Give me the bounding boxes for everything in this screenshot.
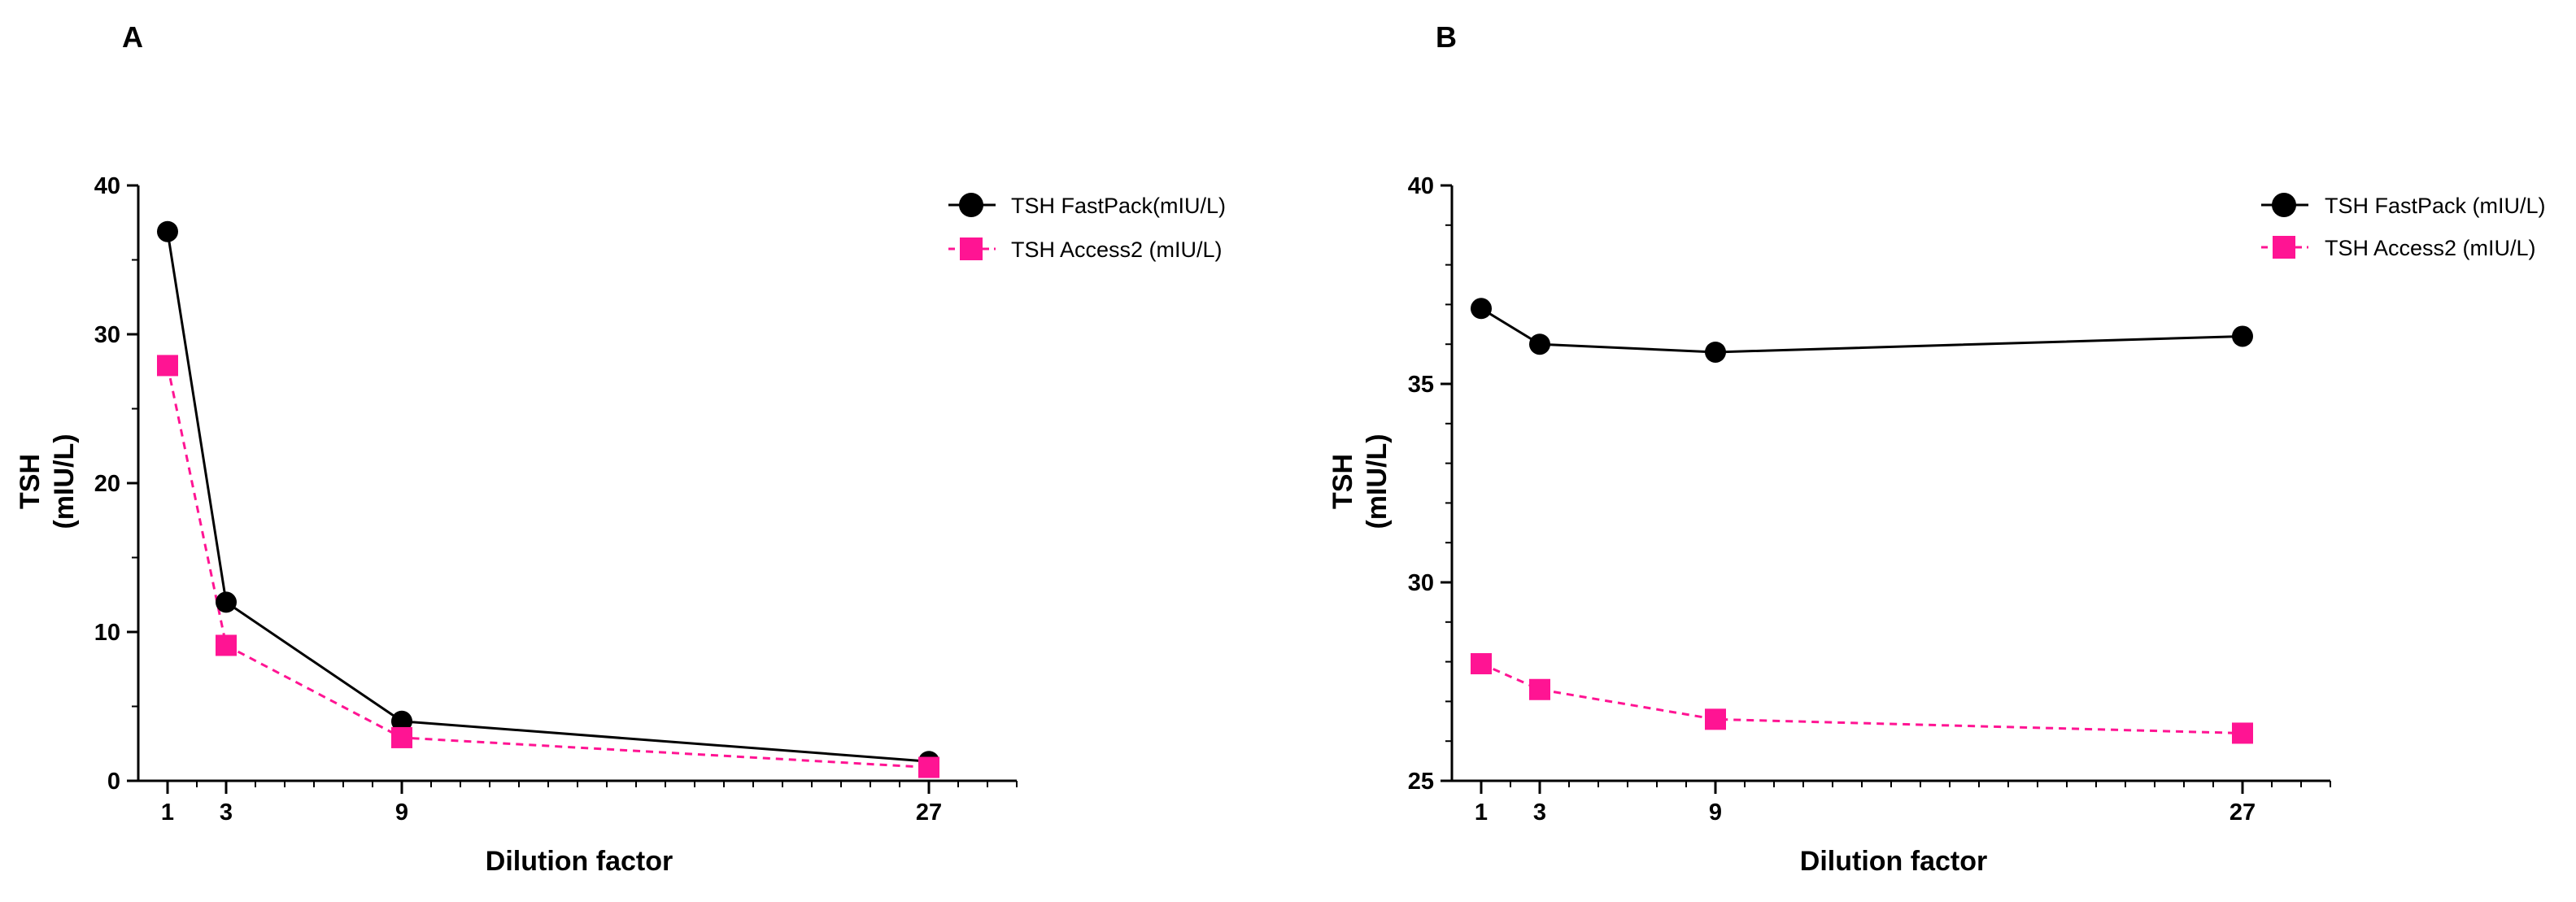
- legend-b-access2-label: TSH Access2 (mIU/L): [2325, 236, 2536, 260]
- legend-a-fastpack-label: TSH FastPack(mIU/L): [1011, 194, 1226, 218]
- series-line-a-fastpack: [166, 231, 930, 763]
- x-tick-label-b: 27: [2229, 800, 2256, 826]
- legend-b: TSH FastPack (mIU/L) TSH Access2 (mIU/L): [2261, 193, 2546, 260]
- legend-a-access2-square-icon: [960, 237, 983, 260]
- panel-label-a: A: [122, 20, 143, 54]
- data-point-a-access2: [391, 726, 412, 748]
- chart-panel-b: B TSH (mIU/L) Dilution factor 25 30 35 40 1 3…: [1327, 20, 2546, 877]
- data-point-a-access2: [157, 355, 178, 377]
- data-point-a-access2: [216, 634, 237, 656]
- data-point-a-access2: [918, 756, 939, 778]
- x-tick-label-a: 27: [916, 800, 942, 826]
- series-line-b-fastpack: [1480, 307, 2243, 354]
- data-point-b-fastpack: [2232, 325, 2253, 347]
- x-tick-label-a: 1: [161, 800, 174, 826]
- legend-b-fastpack-circle-icon: [2272, 193, 2296, 217]
- x-tick-label-a: 9: [395, 800, 408, 826]
- legend-b-fastpack-label: TSH FastPack (mIU/L): [2325, 194, 2546, 218]
- data-point-a-fastpack: [157, 220, 178, 242]
- y-axis-title-a-line2: (mIU/L): [49, 434, 80, 529]
- y-tick-label-a: 0: [107, 769, 120, 795]
- x-tick-label-b: 1: [1475, 800, 1488, 826]
- legend-a-fastpack-circle-icon: [959, 193, 983, 217]
- y-tick-label-b: 35: [1408, 372, 1434, 398]
- x-tick-label-b: 3: [1533, 800, 1546, 826]
- legend-a-access2-label: TSH Access2 (mIU/L): [1011, 237, 1223, 262]
- chart-panel-a: A TSH (mIU/L) Dilution factor 0 10 20 30 40 1…: [15, 20, 1226, 877]
- y-tick-label-a: 10: [94, 620, 120, 646]
- y-tick-label-b: 30: [1408, 570, 1434, 596]
- data-point-a-fastpack: [216, 591, 237, 613]
- y-tick-label-b: 40: [1408, 173, 1434, 199]
- panel-label-b: B: [1436, 20, 1457, 54]
- y-tick-label-a: 40: [94, 173, 120, 199]
- legend-b-access2-square-icon: [2273, 236, 2295, 259]
- x-axis-title-a: Dilution factor: [486, 846, 673, 877]
- data-point-a-fastpack: [391, 710, 412, 732]
- y-tick-label-a: 20: [94, 471, 120, 497]
- legend-a: TSH FastPack(mIU/L) TSH Access2 (mIU/L): [948, 193, 1226, 262]
- x-axis-title-b: Dilution factor: [1800, 846, 1987, 877]
- y-axis-title-b-line2: (mIU/L): [1362, 434, 1393, 529]
- data-point-b-access2: [2232, 722, 2253, 744]
- data-point-b-fastpack: [1471, 298, 1492, 320]
- y-tick-label-b: 25: [1408, 769, 1434, 795]
- data-point-b-access2: [1471, 653, 1492, 675]
- y-tick-label-a: 30: [94, 322, 120, 348]
- y-axis-title-a-line1: TSH: [15, 454, 46, 509]
- y-axis-title-b-line1: TSH: [1327, 454, 1358, 509]
- data-point-b-fastpack: [1705, 341, 1726, 363]
- data-point-b-access2: [1705, 708, 1726, 730]
- x-tick-label-b: 9: [1709, 800, 1722, 826]
- series-line-a-access2: [166, 365, 930, 769]
- series-line-b-access2: [1480, 662, 2243, 734]
- data-point-b-access2: [1529, 678, 1550, 700]
- x-tick-label-a: 3: [220, 800, 233, 826]
- data-point-b-fastpack: [1529, 333, 1550, 355]
